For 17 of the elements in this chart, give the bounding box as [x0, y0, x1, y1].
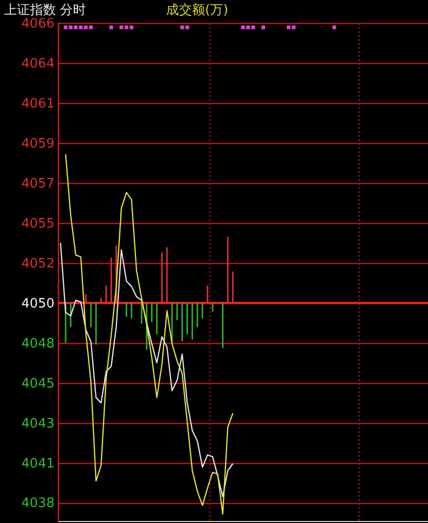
- y-tick-label: 4061: [21, 96, 54, 112]
- chart-title: 上证指数 分时: [4, 3, 86, 18]
- y-tick-label: 4045: [21, 376, 54, 392]
- y-tick-label: 4057: [21, 176, 54, 192]
- y-tick-label: 4038: [21, 496, 54, 512]
- y-tick-label: 4050: [21, 296, 54, 312]
- y-tick-label: 4066: [21, 16, 54, 32]
- y-tick-label: 4059: [21, 136, 54, 152]
- chart-subtitle: 成交额(万): [166, 2, 228, 18]
- y-tick-label: 4064: [21, 56, 54, 72]
- y-tick-label: 4055: [21, 216, 54, 232]
- y-tick-label: 4041: [21, 456, 54, 472]
- y-tick-label: 4048: [21, 336, 54, 352]
- y-tick-label: 4043: [21, 416, 54, 432]
- line-series: [65, 154, 234, 515]
- line-series: [60, 242, 234, 498]
- y-tick-label: 4052: [21, 256, 54, 272]
